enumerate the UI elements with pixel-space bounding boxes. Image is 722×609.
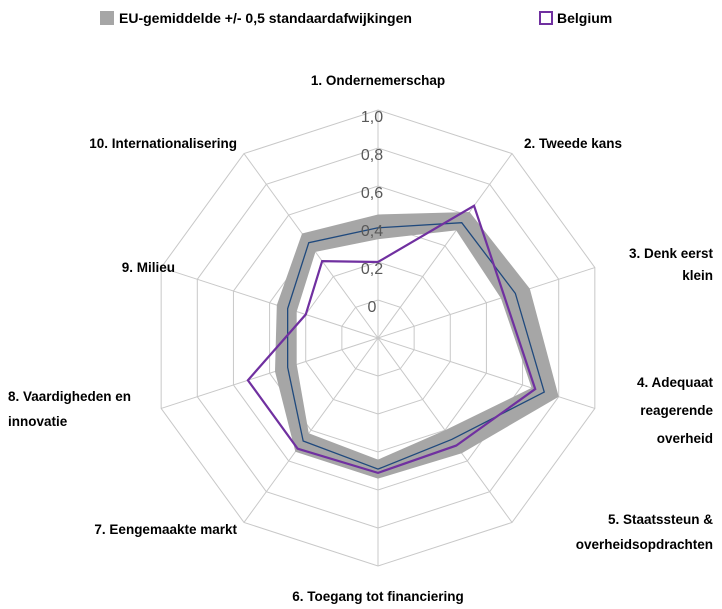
legend-label: Belgium <box>557 10 612 26</box>
spoke <box>161 267 379 339</box>
category-label: 10. Internationalisering <box>89 136 237 151</box>
belgium-line <box>246 204 537 475</box>
category-label: 5. Staatssteun & overheidsopdrachten <box>575 512 713 552</box>
tick-label: 0,2 <box>361 261 383 278</box>
band <box>275 211 559 479</box>
spoke <box>243 337 379 523</box>
tick-label: 0,6 <box>361 185 383 202</box>
tick-label: 0,4 <box>361 223 383 240</box>
category-label: 7. Eengemaakte markt <box>94 522 237 537</box>
tick-label: 0 <box>368 299 377 316</box>
category-label: 2. Tweede kans <box>524 136 623 151</box>
tick-label: 1,0 <box>361 109 383 126</box>
category-label: 9. Milieu <box>121 260 175 275</box>
tick-label: 0,8 <box>361 147 383 164</box>
category-label: 6. Toegang tot financiering <box>292 589 464 604</box>
spoke <box>377 153 513 339</box>
eu-average-line <box>286 222 546 470</box>
legend-label: EU-gemiddelde +/- 0,5 standaardafwijking… <box>119 10 412 26</box>
legend-swatch <box>539 11 553 25</box>
category-label: 1. Ondernemerschap <box>310 73 446 88</box>
legend-swatch <box>100 11 114 25</box>
category-label: 3. Denk eerst klein <box>628 246 713 283</box>
spoke <box>161 337 379 409</box>
category-label: 8. Vaardigheden en innovatie <box>8 389 132 429</box>
spoke <box>377 267 595 339</box>
category-label: 4. Adequaat reagerende overheid <box>636 375 713 446</box>
